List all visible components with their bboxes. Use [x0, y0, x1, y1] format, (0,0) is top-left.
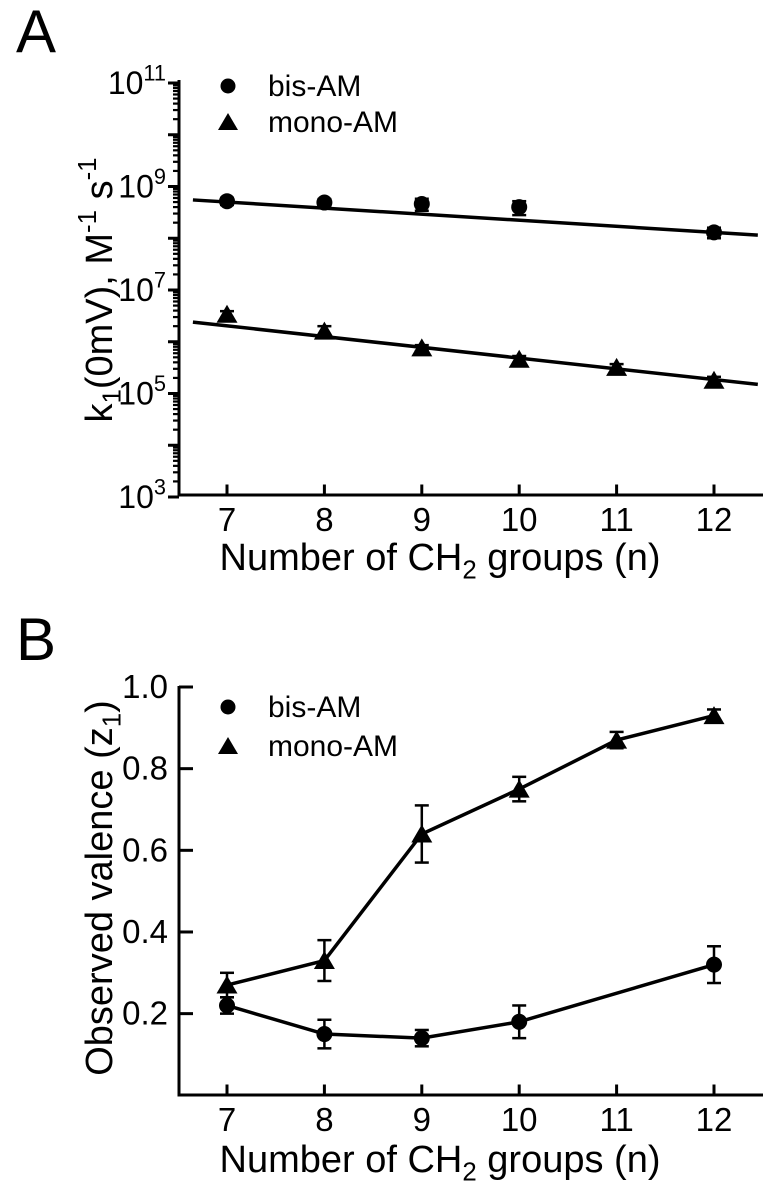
x-tick-label: 9: [413, 501, 431, 538]
x-tick-label: 9: [413, 1101, 431, 1138]
y-tick-label: 0.2: [122, 995, 168, 1032]
data-point-bis-AM: [413, 1030, 430, 1047]
data-point-bis-AM: [413, 195, 430, 212]
legend-marker-circle: [220, 78, 236, 94]
data-point-bis-AM: [219, 997, 235, 1014]
y-tick-label: 107: [118, 268, 166, 308]
data-point-bis-AM: [316, 194, 333, 211]
data-point-mono-AM: [703, 706, 725, 725]
data-point-mono-AM: [508, 349, 530, 368]
legend-label: mono-AM: [268, 106, 398, 139]
x-tick-label: 12: [696, 1101, 733, 1138]
data-point-mono-AM: [216, 975, 238, 994]
legend-marker-triangle: [218, 737, 238, 754]
data-point-bis-AM: [219, 193, 235, 210]
x-axis-label: Number of CH2 groups (n): [220, 1139, 661, 1186]
data-point-mono-AM: [216, 304, 238, 323]
legend-label: bis-AM: [268, 691, 361, 724]
data-point-mono-AM: [606, 357, 628, 376]
x-tick-label: 7: [218, 501, 236, 538]
data-point-bis-AM: [706, 224, 722, 241]
data-point-bis-AM: [316, 1026, 333, 1043]
data-point-mono-AM: [411, 338, 433, 357]
x-tick-label: 12: [696, 501, 733, 538]
x-tick-label: 10: [501, 1101, 538, 1138]
x-tick-label: 10: [501, 501, 538, 538]
y-tick-label: 0.6: [122, 831, 168, 868]
y-tick-label: 1011: [108, 61, 166, 101]
y-axis-label: Observed valence (z1): [79, 700, 126, 1076]
series-line-mono-AM: [226, 713, 715, 987]
data-point-mono-AM: [606, 730, 628, 749]
x-tick-label: 11: [599, 1101, 633, 1138]
legend-label: mono-AM: [268, 730, 398, 763]
legend-label: bis-AM: [268, 70, 361, 103]
y-axis-label: k1(0mV), M-1 s-1: [74, 157, 126, 422]
legend-marker-circle: [220, 699, 236, 715]
fit-line-mono-AM: [192, 320, 759, 387]
data-point-bis-AM: [511, 1013, 528, 1030]
data-point-bis-AM: [511, 199, 528, 216]
data-point-mono-AM: [411, 824, 433, 843]
y-tick-label: 105: [118, 371, 166, 411]
panel-label-b: B: [16, 606, 57, 673]
y-tick-label: 109: [118, 164, 166, 204]
series-line-bis-AM: [226, 962, 715, 1040]
x-tick-label: 7: [218, 1101, 236, 1138]
y-tick-label: 103: [118, 475, 166, 515]
y-tick-label: 0.8: [122, 750, 168, 787]
x-tick-label: 8: [315, 1101, 333, 1138]
panel-label-a: A: [16, 0, 57, 65]
x-tick-label: 8: [315, 501, 333, 538]
data-point-bis-AM: [706, 956, 722, 973]
legend-marker-triangle: [218, 113, 238, 130]
x-tick-label: 11: [599, 501, 633, 538]
y-tick-label: 0.4: [122, 913, 168, 950]
data-point-mono-AM: [703, 370, 725, 389]
fit-line-bis-AM: [192, 198, 758, 237]
x-axis-label: Number of CH2 groups (n): [220, 537, 661, 584]
y-tick-label: 1.0: [122, 668, 168, 705]
data-point-mono-AM: [508, 779, 530, 798]
data-point-mono-AM: [313, 321, 335, 340]
data-point-mono-AM: [313, 951, 335, 970]
